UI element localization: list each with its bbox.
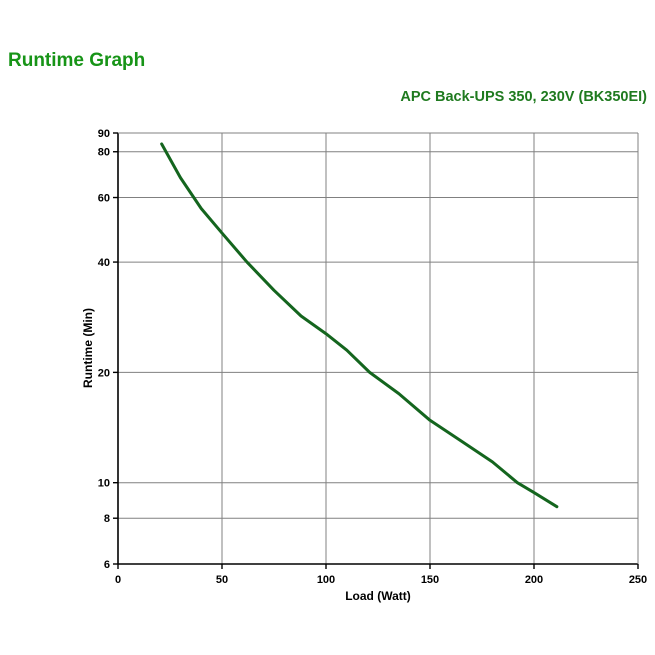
x-tick-label: 50: [216, 574, 228, 586]
y-tick-label: 10: [98, 478, 110, 490]
y-tick-label: 40: [98, 257, 110, 269]
y-tick-label: 60: [98, 193, 110, 205]
axis-frame: [117, 132, 639, 565]
data-series-runtime: [160, 142, 559, 509]
x-tick-label: 200: [525, 574, 543, 586]
page-title: Runtime Graph: [8, 50, 146, 71]
y-tick-label: 6: [104, 559, 110, 571]
y-axis-title: Runtime (Min): [81, 308, 95, 388]
y-tick-label: 20: [98, 367, 110, 379]
axis-ticks: [113, 132, 639, 569]
axis-tick-labels: 6 8 10 20 40 60 80 90 0 50 100 150 200 250: [98, 128, 647, 586]
x-tick-label: 250: [629, 574, 647, 586]
y-tick-label: 8: [104, 513, 110, 525]
y-tick-label: 80: [98, 147, 110, 159]
x-tick-label: 150: [421, 574, 439, 586]
y-tick-label: 90: [98, 128, 110, 140]
chart-subtitle: APC Back-UPS 350, 230V (BK350EI): [400, 89, 647, 105]
runtime-curve: [160, 142, 559, 509]
x-axis-title: Load (Watt): [345, 589, 411, 603]
x-tick-label: 0: [115, 574, 121, 586]
grid-lines: [118, 133, 638, 564]
x-tick-label: 100: [317, 574, 335, 586]
